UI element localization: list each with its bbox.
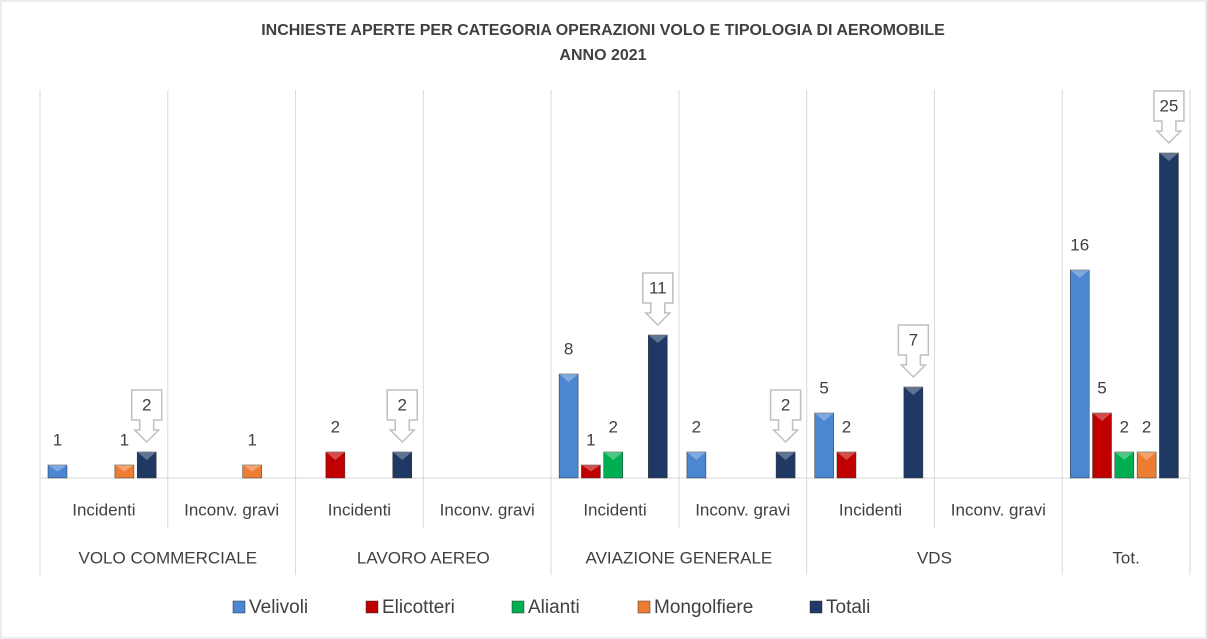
value-label: 2	[142, 395, 151, 414]
group-label: VDS	[917, 548, 952, 567]
callout-box	[386, 389, 419, 444]
bar	[603, 451, 623, 479]
bar-bevel	[325, 452, 345, 460]
bar	[648, 334, 668, 479]
value-label: 1	[586, 430, 595, 449]
group-label: AVIAZIONE GENERALE	[586, 548, 773, 567]
x-tick-label: Incidenti	[328, 500, 391, 519]
value-label: 2	[608, 417, 617, 436]
bar	[1114, 451, 1135, 479]
bar-bevel	[648, 335, 668, 343]
legend-label: Elicotteri	[382, 597, 455, 618]
value-label: 8	[564, 339, 573, 358]
bar-bevel	[137, 452, 157, 460]
bar	[903, 386, 924, 479]
bar	[558, 373, 579, 479]
bar-bevel	[559, 374, 579, 382]
callout-box	[130, 389, 163, 444]
bar-bevel	[581, 465, 601, 472]
x-tick-label: Inconv. gravi	[184, 500, 279, 519]
value-label: 2	[1142, 417, 1151, 436]
legend-swatch	[637, 600, 651, 614]
bar	[836, 451, 857, 479]
bar	[47, 464, 68, 479]
group-label: LAVORO AEREO	[357, 548, 490, 567]
callout-box	[769, 389, 802, 444]
bar-bevel	[114, 465, 134, 472]
chart-title: INCHIESTE APERTE PER CATEGORIA OPERAZION…	[261, 22, 945, 39]
group-label: VOLO COMMERCIALE	[79, 548, 258, 567]
x-tick-label: Incidenti	[839, 500, 902, 519]
bar-bevel	[903, 387, 923, 395]
x-tick-label: Inconv. gravi	[951, 500, 1046, 519]
x-tick-label: Inconv. gravi	[695, 500, 790, 519]
bar	[1159, 152, 1179, 479]
bar	[392, 451, 413, 479]
bar-bevel	[686, 452, 706, 460]
bar	[114, 464, 135, 479]
bar-bevel	[1137, 452, 1157, 460]
bar	[581, 464, 601, 479]
bar	[775, 451, 796, 479]
bar	[242, 464, 262, 479]
bar	[325, 451, 346, 479]
bar-bevel	[1159, 153, 1179, 161]
value-label: 1	[120, 430, 129, 449]
value-label: 5	[819, 378, 828, 397]
value-label: 11	[649, 278, 667, 297]
bar-bevel	[1070, 270, 1090, 278]
bar-bevel	[776, 452, 796, 460]
value-label: 2	[398, 395, 407, 414]
x-tick-label: Incidenti	[583, 500, 646, 519]
legend-label: Alianti	[528, 597, 580, 618]
bar	[814, 412, 834, 479]
bar-bevel	[392, 452, 412, 460]
value-label: 2	[331, 417, 340, 436]
legend-swatch	[365, 600, 379, 614]
bar	[136, 451, 157, 479]
legend-label: Mongolfiere	[654, 597, 753, 618]
value-label: 2	[1120, 417, 1129, 436]
chart-subtitle: ANNO 2021	[559, 47, 646, 64]
callout-box	[642, 272, 674, 327]
legend-label: Velivoli	[249, 597, 308, 618]
value-label: 5	[1097, 378, 1106, 397]
legend-swatch	[232, 600, 246, 614]
x-tick-label: Incidenti	[72, 500, 135, 519]
value-label: 2	[781, 395, 790, 414]
bar	[1136, 451, 1157, 479]
callout-box	[1153, 90, 1185, 145]
bar-bevel	[48, 465, 67, 472]
bar	[1069, 269, 1090, 479]
bar	[686, 451, 707, 479]
legend-swatch	[511, 600, 525, 614]
value-label: 7	[909, 330, 918, 349]
bar-bevel	[814, 413, 834, 421]
bar-bevel	[1114, 452, 1134, 460]
value-label: 2	[842, 417, 851, 436]
x-tick-label: Inconv. gravi	[440, 500, 535, 519]
callout-box	[897, 324, 930, 379]
bar-bevel	[836, 452, 856, 460]
bar	[1092, 412, 1112, 479]
value-label: 1	[247, 430, 256, 449]
value-label: 25	[1159, 96, 1178, 115]
value-label: 1	[53, 430, 62, 449]
bar-bevel	[1092, 413, 1112, 421]
bar-bevel	[242, 465, 262, 472]
legend-label: Totali	[826, 597, 870, 618]
group-label: Tot.	[1112, 548, 1139, 567]
bar-bevel	[603, 452, 623, 460]
value-label: 16	[1070, 235, 1089, 254]
legend-swatch	[809, 600, 823, 614]
value-label: 2	[692, 417, 701, 436]
